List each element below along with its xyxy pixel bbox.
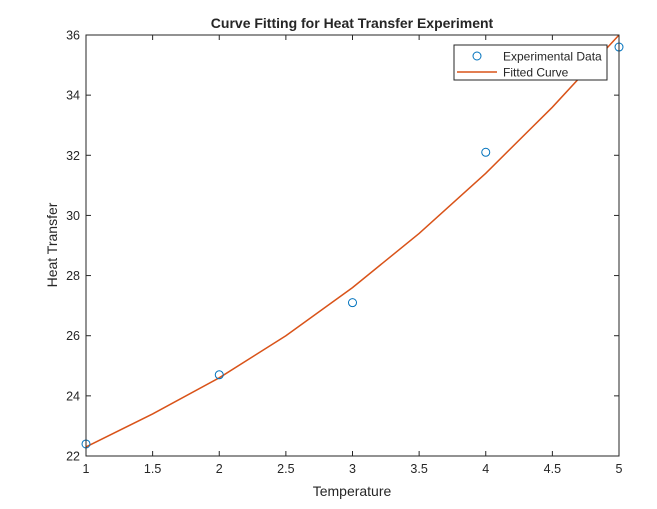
plot-box xyxy=(85,34,620,457)
y-axis-label: Heat Transfer xyxy=(44,202,60,287)
y-tick-label: 28 xyxy=(66,269,80,283)
x-tick-label: 4.5 xyxy=(544,462,561,476)
y-tick-label: 26 xyxy=(66,329,80,343)
legend-marker-experimental-data xyxy=(472,51,482,61)
experimental-data-point xyxy=(214,370,224,380)
legend-label-experimental-data: Experimental Data xyxy=(503,50,602,64)
x-tick-label: 1.5 xyxy=(144,462,161,476)
y-tick-label: 24 xyxy=(66,389,80,403)
y-tick-label: 36 xyxy=(66,29,80,43)
x-tick-label: 2 xyxy=(216,462,223,476)
chart-title: Curve Fitting for Heat Transfer Experime… xyxy=(211,15,494,31)
fitted-curve-line xyxy=(85,34,620,448)
legend: Experimental Data Fitted Curve xyxy=(453,44,608,81)
plot-area xyxy=(86,35,619,456)
experimental-data-point xyxy=(481,147,491,157)
y-tick-label: 32 xyxy=(66,149,80,163)
x-tick-label: 5 xyxy=(616,462,623,476)
x-tick-label: 1 xyxy=(83,462,90,476)
legend-box xyxy=(453,44,608,81)
x-tick-label: 3 xyxy=(349,462,356,476)
y-tick-label: 22 xyxy=(66,450,80,464)
x-tick-label: 3.5 xyxy=(410,462,427,476)
legend-label-fitted-curve: Fitted Curve xyxy=(503,66,569,80)
y-tick-label: 30 xyxy=(66,209,80,223)
x-tick-label: 2.5 xyxy=(277,462,294,476)
x-axis-label: Temperature xyxy=(313,483,392,499)
x-tick-label: 4 xyxy=(482,462,489,476)
axis-ticks: 1 1.5 2 2.5 3 3.5 4 4.5 5 22 24 26 28 30 32 34 36 xyxy=(66,29,622,477)
y-tick-label: 34 xyxy=(66,89,80,103)
experimental-data-point xyxy=(348,298,357,308)
